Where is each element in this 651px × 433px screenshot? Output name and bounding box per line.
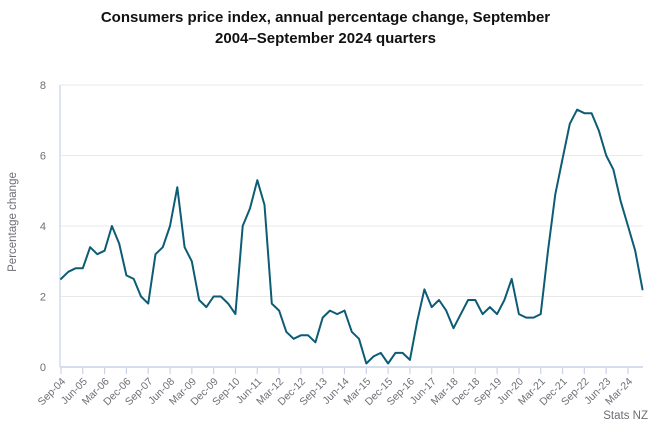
- svg-text:0: 0: [40, 362, 46, 374]
- x-ticks: [60, 368, 629, 374]
- chart-title: Consumers price index, annual percentage…: [0, 7, 651, 49]
- chart-title-line-2: 2004–September 2024 quarters: [215, 30, 436, 47]
- svg-text:4: 4: [40, 221, 46, 233]
- svg-text:8: 8: [40, 80, 46, 92]
- x-tick-labels: Sep-04Jun-05Mar-06Dec-06Sep-07Jun-08Mar-…: [36, 376, 635, 409]
- svg-text:2: 2: [40, 292, 46, 304]
- y-gridlines: [60, 84, 643, 297]
- svg-text:6: 6: [40, 151, 46, 163]
- chart-title-line-1: Consumers price index, annual percentage…: [100, 9, 551, 26]
- cpi-data-line: [60, 108, 644, 365]
- y-tick-labels: 0 2 4 6 8: [40, 80, 46, 374]
- stats-nz-attribution: Stats NZ: [603, 410, 648, 422]
